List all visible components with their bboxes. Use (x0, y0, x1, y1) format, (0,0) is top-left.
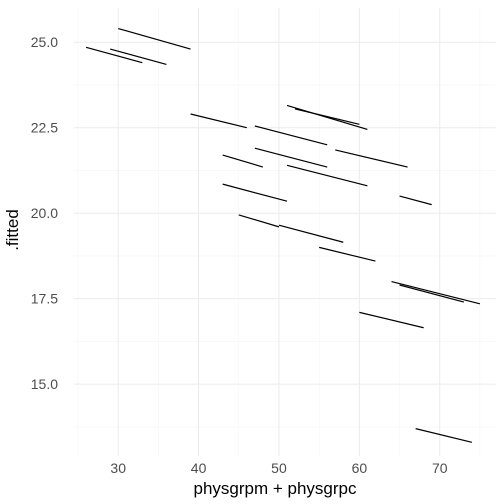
x-tick-label: 70 (432, 460, 448, 476)
fitted-line-segment (391, 281, 481, 305)
fitted-line-segment (359, 311, 424, 329)
fitted-line-segment (399, 284, 465, 303)
fitted-line-segment (286, 164, 368, 187)
y-axis-title: .fitted (3, 209, 22, 251)
fitted-line-segment (319, 246, 376, 262)
x-tick-label: 50 (271, 460, 287, 476)
fitted-line-segment (110, 48, 167, 66)
fitted-line-segment (286, 104, 368, 130)
fitted-line-segment (85, 46, 143, 64)
y-tick-label: 20.0 (31, 205, 58, 221)
fitted-line-segment (118, 27, 191, 50)
fitted-line-segment (399, 195, 432, 206)
y-tick-label: 22.5 (31, 120, 58, 136)
x-tick-label: 40 (191, 460, 207, 476)
x-tick-label: 60 (352, 460, 368, 476)
fitted-line-segment (190, 113, 247, 129)
x-axis-tick-labels: 30 40 50 60 70 (110, 460, 447, 476)
fitted-line-segment (278, 224, 344, 243)
x-tick-label: 30 (110, 460, 126, 476)
y-axis-tick-labels: 15.0 17.5 20.0 22.5 25.0 (31, 34, 58, 392)
fitted-segments (85, 27, 481, 443)
fitted-line-segment (294, 108, 360, 125)
fitted-line-segment (254, 125, 328, 146)
major-gridlines (74, 8, 496, 456)
fitted-line-segment (254, 147, 328, 168)
fitted-line-segment (222, 183, 288, 202)
y-tick-label: 15.0 (31, 376, 58, 392)
fitted-line-segment (335, 149, 408, 168)
x-axis-title: physgrpm + physgrpc (194, 479, 357, 498)
y-tick-label: 17.5 (31, 291, 58, 307)
fitted-line-segment (415, 428, 473, 443)
fitted-line-segment (238, 214, 280, 228)
y-tick-label: 25.0 (31, 34, 58, 50)
minor-gridlines (74, 8, 496, 456)
fitted-line-segment (222, 154, 264, 168)
